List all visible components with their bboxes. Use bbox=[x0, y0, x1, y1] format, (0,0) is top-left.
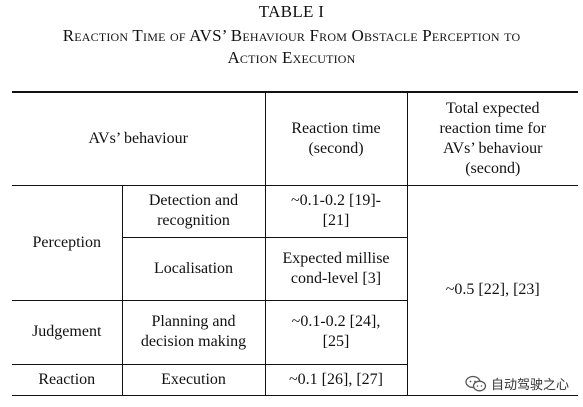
cell-planning: Planning and decision making bbox=[121, 299, 266, 365]
reaction-time-table: AVs’ behaviour Reaction time (second) To… bbox=[12, 91, 578, 396]
cell-reaction: Reaction bbox=[12, 363, 123, 396]
cell-judgement: Judgement bbox=[12, 299, 123, 365]
cell-localisation: Localisation bbox=[121, 236, 266, 301]
cell-detection: Detection and recognition bbox=[121, 184, 266, 238]
header-reaction-time: Reaction time (second) bbox=[264, 91, 408, 186]
table-label: TABLE I bbox=[258, 2, 325, 21]
watermark: 自动驾驶之心 bbox=[465, 374, 569, 393]
cell-detection-time: ~0.1-0.2 [19]-[21] bbox=[264, 184, 408, 238]
cell-planning-time: ~0.1-0.2 [24], [25] bbox=[264, 299, 408, 365]
header-total: Total expected reaction time for AVs’ be… bbox=[406, 91, 578, 186]
cell-localisation-time: Expected millisecond-level [3] bbox=[264, 236, 408, 301]
cell-execution-time: ~0.1 [26], [27] bbox=[264, 363, 408, 396]
cell-total-value: ~0.5 [22], [23] bbox=[406, 184, 578, 396]
header-behaviour: AVs’ behaviour bbox=[12, 91, 266, 186]
table-title: Reaction Time of AVS’ Behaviour From Obs… bbox=[0, 25, 583, 69]
cell-perception: Perception bbox=[12, 184, 123, 301]
watermark-text: 自动驾驶之心 bbox=[490, 378, 569, 393]
table-title-line2: Action Execution bbox=[227, 48, 356, 67]
table-title-line1: Reaction Time of AVS’ Behaviour From Obs… bbox=[62, 26, 521, 45]
cell-execution: Execution bbox=[121, 363, 266, 396]
chat-bubbles-icon bbox=[465, 375, 487, 391]
